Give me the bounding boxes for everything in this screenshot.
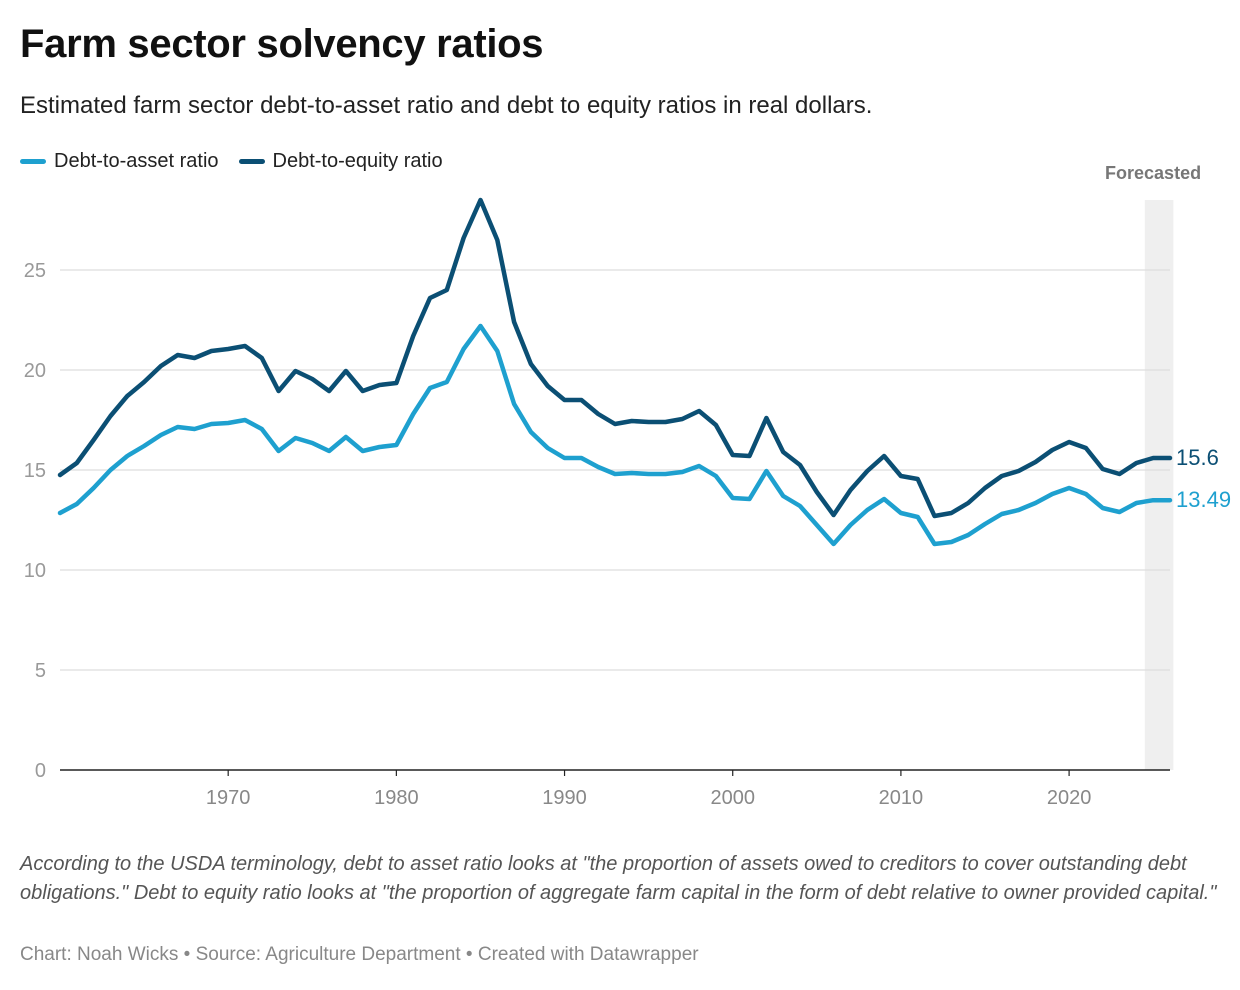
- y-tick-label: 10: [24, 560, 46, 582]
- y-tick-label: 5: [35, 660, 46, 682]
- series-line-0: [57, 323, 1173, 547]
- forecast-band-label: Forecasted: [1105, 163, 1201, 183]
- series-end-label-1: 15.6: [1176, 445, 1219, 470]
- series-end-label-0: 13.49: [1176, 487, 1231, 512]
- x-tick-label: 2000: [710, 787, 755, 809]
- legend-swatch-debt-to-equity: [238, 159, 265, 164]
- legend-item-debt-to-equity: Debt-to-equity ratio: [238, 150, 443, 173]
- chart-footer: Chart: Noah Wicks • Source: Agriculture …: [20, 944, 699, 965]
- legend-swatch-debt-to-asset: [20, 159, 46, 164]
- line-chart: Forecasted 0 5 10 15 20 25 1970 1980 1990 2000 2010…: [24, 163, 1231, 809]
- x-tick-label: 2010: [879, 787, 924, 809]
- forecast-band: [1144, 200, 1174, 770]
- y-tick-label: 0: [35, 760, 46, 782]
- x-tick-label: 1970: [206, 787, 251, 809]
- chart-title: Farm sector solvency ratios: [20, 22, 544, 66]
- legend-label-debt-to-asset: Debt-to-asset ratio: [54, 150, 219, 172]
- series-line-1: [57, 197, 1173, 519]
- legend: Debt-to-asset ratio Debt-to-equity ratio: [20, 150, 463, 173]
- y-tick-label: 15: [24, 460, 46, 482]
- chart-subtitle: Estimated farm sector debt-to-asset rati…: [20, 92, 873, 119]
- legend-label-debt-to-equity: Debt-to-equity ratio: [272, 150, 443, 172]
- legend-item-debt-to-asset: Debt-to-asset ratio: [20, 150, 219, 173]
- y-tick-label: 20: [24, 360, 46, 382]
- y-tick-label: 25: [24, 260, 46, 282]
- chart-notes: According to the USDA terminology, debt …: [20, 853, 1217, 904]
- x-tick-label: 1990: [542, 787, 587, 809]
- x-tick-label: 1980: [374, 787, 419, 809]
- x-tick-label: 2020: [1047, 787, 1092, 809]
